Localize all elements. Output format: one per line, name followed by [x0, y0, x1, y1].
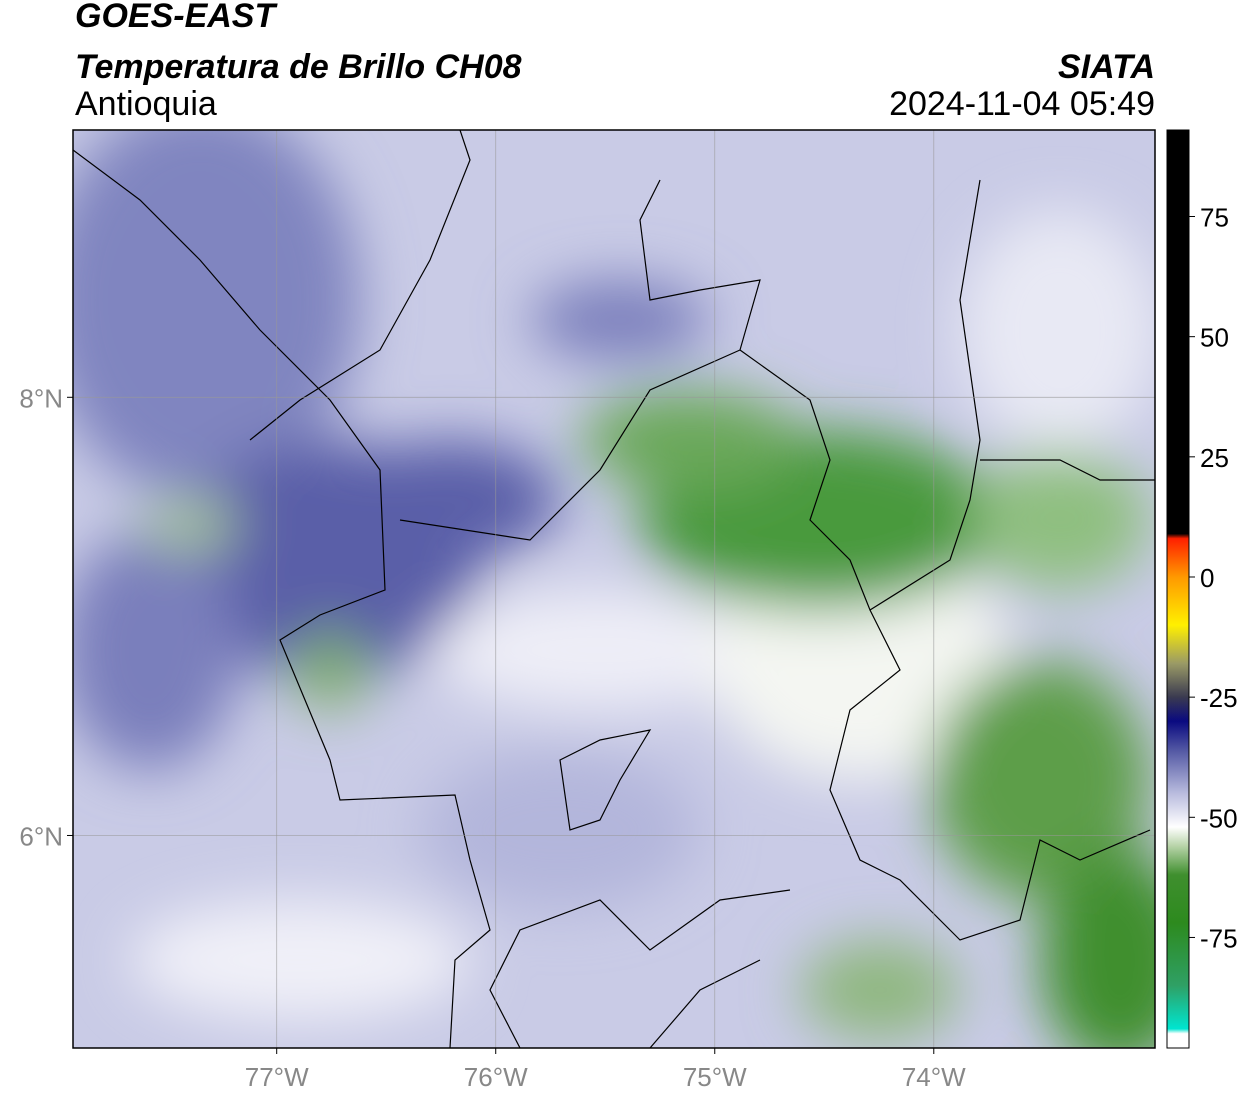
- y-tick-label: 8°N: [19, 383, 63, 413]
- x-tick-label: 77°W: [245, 1062, 309, 1092]
- map-frame: [72, 129, 1156, 1049]
- x-tick-label: 76°W: [464, 1062, 528, 1092]
- timestamp: 2024-11-04 05:49: [889, 85, 1155, 123]
- subtitle: Temperatura de Brillo CH08: [75, 48, 522, 86]
- colorbar-tick-label: -75: [1200, 923, 1238, 953]
- colorbar-tick-label: 50: [1200, 323, 1229, 353]
- colorbar-tick-label: 25: [1200, 443, 1229, 473]
- x-tick-label: 75°W: [683, 1062, 747, 1092]
- colorbar-tick-label: -50: [1200, 803, 1238, 833]
- colorbar: [1166, 129, 1190, 1049]
- title: GOES-EAST: [75, 0, 278, 35]
- region: Antioquia: [75, 85, 217, 123]
- grid: [73, 130, 1155, 1048]
- y-tick-label: 6°N: [19, 821, 63, 851]
- colorbar-tick-label: -25: [1200, 683, 1238, 713]
- colorbar-tick-label: 75: [1200, 203, 1229, 233]
- source: SIATA: [1058, 48, 1155, 86]
- imagery: [73, 130, 1155, 1048]
- colorbar-tick-label: 0: [1200, 563, 1214, 593]
- x-tick-label: 74°W: [902, 1062, 966, 1092]
